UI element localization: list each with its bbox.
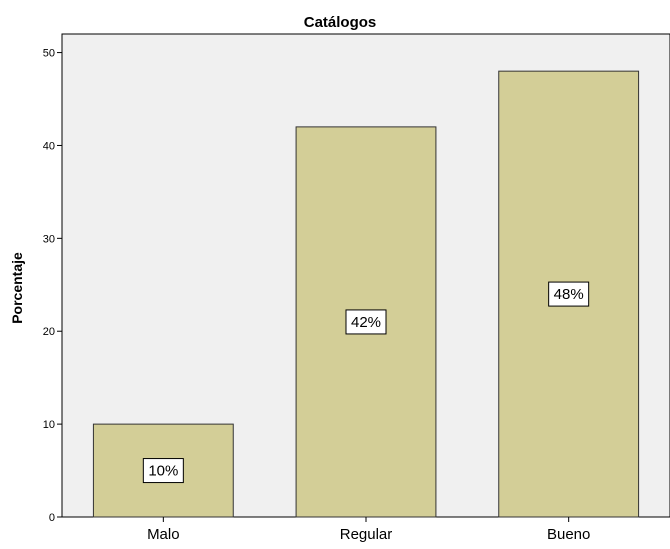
data-labels: 10% 42% 48% (142, 281, 590, 484)
data-label-box (345, 309, 387, 335)
y-tick-label: 10 (43, 419, 55, 431)
y-tick-label: 40 (43, 140, 55, 152)
y-tick-label: 30 (43, 233, 55, 245)
data-label-box (548, 281, 590, 307)
data-label: 10% (148, 463, 178, 480)
data-label: 48% (554, 286, 584, 303)
y-axis-ticks: 0 10 20 30 40 50 (43, 48, 62, 524)
data-label: 42% (351, 314, 381, 331)
y-tick-label: 0 (49, 512, 55, 524)
y-axis-label: Porcentaje (9, 252, 25, 324)
x-axis-ticks: Malo Regular Bueno (147, 517, 590, 543)
x-tick-label: Malo (147, 526, 180, 543)
data-label-box (142, 458, 184, 484)
x-tick-label: Regular (340, 526, 393, 543)
chart-title: Catálogos (304, 14, 377, 31)
y-tick-label: 50 (43, 48, 55, 60)
x-tick-label: Bueno (547, 526, 590, 543)
y-tick-label: 20 (43, 326, 55, 338)
